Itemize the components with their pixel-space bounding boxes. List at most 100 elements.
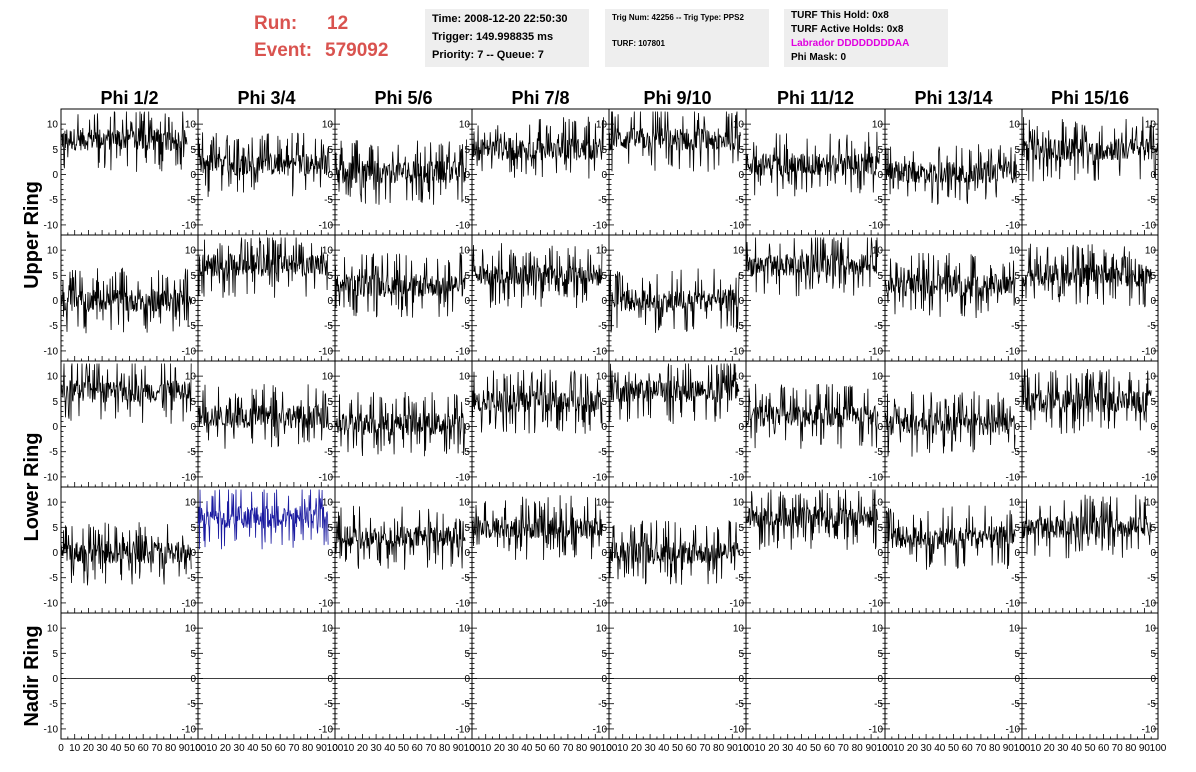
x-tick-label: 20 — [907, 743, 919, 754]
y-tick-label: 10 — [459, 372, 471, 383]
column-header: Phi 13/14 — [914, 88, 992, 108]
x-tick-label: 10 — [1030, 743, 1042, 754]
y-tick-label: 5 — [464, 271, 470, 282]
labrador-text: Labrador DDDDDDDDAA — [791, 38, 910, 49]
y-tick-label: 5 — [52, 271, 58, 282]
y-tick-label: 5 — [327, 271, 333, 282]
x-tick-label: 40 — [521, 743, 533, 754]
waveform-trace — [197, 237, 329, 298]
y-tick-label: 0 — [464, 548, 470, 559]
y-tick-label: 10 — [322, 120, 334, 131]
y-tick-label: 5 — [464, 397, 470, 408]
waveform-trace — [608, 111, 741, 172]
y-tick-label: 0 — [52, 296, 58, 307]
y-tick-label: 5 — [1150, 397, 1156, 408]
waveform-trace — [884, 144, 1017, 205]
y-tick-label: -5 — [1011, 447, 1020, 458]
y-tick-label: -10 — [730, 598, 745, 609]
trig-text: Trig Num: 42256 -- Trig Type: PPS2 — [612, 13, 744, 22]
y-tick-label: 5 — [877, 649, 883, 660]
y-tick-label: 10 — [47, 246, 59, 257]
x-tick-label: 20 — [631, 743, 643, 754]
y-tick-label: 0 — [1014, 170, 1020, 181]
y-tick-label: -5 — [187, 573, 196, 584]
y-tick-label: 5 — [877, 397, 883, 408]
y-tick-label: 5 — [464, 523, 470, 534]
y-tick-label: -5 — [598, 699, 607, 710]
y-tick-label: -10 — [44, 724, 59, 735]
column-header: Phi 7/8 — [511, 88, 569, 108]
panel-frame — [1021, 108, 1159, 236]
x-tick-label: 100 — [464, 743, 481, 754]
y-tick-label: -5 — [874, 195, 883, 206]
y-tick-label: 10 — [322, 498, 334, 509]
panel-frame — [197, 234, 336, 362]
y-tick-label: 10 — [185, 120, 197, 131]
y-tick-label: 5 — [1014, 649, 1020, 660]
waveform-trace — [60, 111, 188, 172]
waveform-trace — [60, 522, 192, 586]
x-tick-label: 10 — [480, 743, 492, 754]
trigger-text: Trigger: 149.998835 ms — [432, 31, 554, 43]
x-tick-label: 10 — [617, 743, 629, 754]
x-tick-label: 100 — [738, 743, 755, 754]
waveform-trace — [334, 505, 466, 570]
y-tick-label: 5 — [1014, 145, 1020, 156]
y-tick-label: 5 — [190, 145, 196, 156]
y-tick-label: 5 — [190, 523, 196, 534]
x-tick-label: 80 — [576, 743, 588, 754]
y-tick-label: 10 — [459, 246, 471, 257]
y-tick-label: 10 — [459, 120, 471, 131]
y-tick-label: 5 — [1150, 649, 1156, 660]
x-tick-label: 10 — [893, 743, 905, 754]
y-tick-label: -10 — [1006, 472, 1021, 483]
y-tick-label: 5 — [601, 271, 607, 282]
y-tick-label: -5 — [598, 195, 607, 206]
y-tick-label: -10 — [182, 346, 197, 357]
y-tick-label: -10 — [593, 724, 608, 735]
y-tick-label: 0 — [877, 296, 883, 307]
waveform-trace — [884, 391, 1016, 457]
y-tick-label: 0 — [1150, 422, 1156, 433]
y-tick-label: 5 — [464, 649, 470, 660]
panel-frame — [471, 486, 610, 614]
y-tick-label: 10 — [596, 624, 608, 635]
y-tick-label: 5 — [464, 145, 470, 156]
x-tick-label: 50 — [124, 743, 136, 754]
y-tick-label: -10 — [593, 220, 608, 231]
y-tick-label: 0 — [327, 422, 333, 433]
y-tick-label: -5 — [187, 195, 196, 206]
ring-label: Lower Ring — [21, 433, 43, 542]
y-tick-label: -5 — [1147, 321, 1156, 332]
y-tick-label: 0 — [738, 170, 744, 181]
y-tick-label: 0 — [601, 548, 607, 559]
y-tick-label: 0 — [327, 170, 333, 181]
y-tick-label: 10 — [185, 246, 197, 257]
y-tick-label: 0 — [190, 422, 196, 433]
y-tick-label: 0 — [464, 422, 470, 433]
x-tick-label: 30 — [371, 743, 383, 754]
y-tick-label: -10 — [1142, 220, 1157, 231]
waveform-trace — [471, 495, 603, 561]
panel-frame — [334, 612, 473, 740]
waveform-trace — [745, 131, 880, 197]
phi-mask-text: Phi Mask: 0 — [791, 52, 847, 63]
waveform-trace — [608, 268, 740, 333]
y-tick-label: -10 — [869, 598, 884, 609]
y-tick-label: 0 — [738, 296, 744, 307]
y-tick-label: -5 — [735, 195, 744, 206]
y-tick-label: 10 — [322, 372, 334, 383]
panel-frame — [884, 612, 1023, 740]
x-tick-label: 50 — [810, 743, 822, 754]
y-tick-label: -5 — [49, 699, 58, 710]
y-tick-label: -10 — [869, 220, 884, 231]
y-tick-label: 0 — [190, 170, 196, 181]
y-tick-label: 5 — [327, 397, 333, 408]
time-info-box: Time: 2008-12-20 22:50:30 Trigger: 149.9… — [425, 9, 589, 67]
y-tick-label: 10 — [872, 120, 884, 131]
y-tick-label: 10 — [1145, 246, 1157, 257]
ring-label: Upper Ring — [21, 181, 43, 289]
x-tick-label: 40 — [247, 743, 259, 754]
y-tick-label: -10 — [869, 724, 884, 735]
x-tick-label: 0 — [743, 743, 749, 754]
